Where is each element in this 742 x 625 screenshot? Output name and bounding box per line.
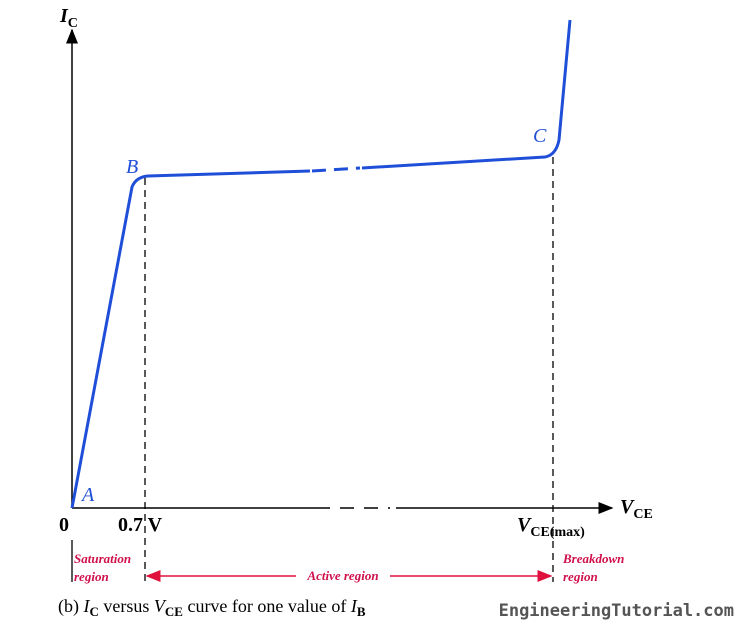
tick-knee: 0.7 V <box>118 514 163 536</box>
tick-origin: 0 <box>59 514 69 536</box>
caption: (b) IC versus VCE curve for one value of… <box>58 596 366 619</box>
saturation-label: Saturation region <box>74 551 131 584</box>
curve <box>70 169 311 509</box>
x-label: VCE <box>620 496 653 522</box>
curve <box>361 19 572 170</box>
watermark: EngineeringTutorial.com <box>499 601 734 621</box>
point-b: B <box>126 156 138 178</box>
point-c: C <box>533 125 547 147</box>
curve-gap <box>311 166 361 173</box>
point-a: A <box>80 484 95 506</box>
y-label: IC <box>59 5 78 31</box>
tick-max: VCE(max) <box>517 514 585 540</box>
active-label: Active region <box>306 568 378 583</box>
breakdown-label: Breakdown region <box>562 551 624 584</box>
